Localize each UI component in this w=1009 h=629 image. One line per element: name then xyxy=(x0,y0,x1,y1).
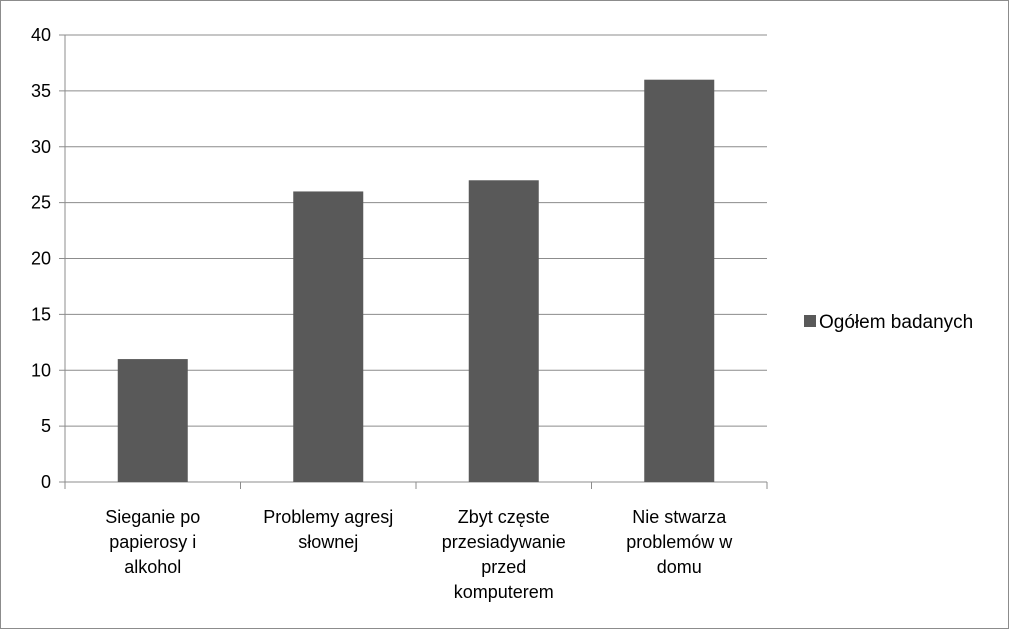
x-category-label-0-line-1: papierosy i xyxy=(109,532,196,552)
legend-label: Ogółem badanych xyxy=(819,312,973,333)
bar-3 xyxy=(644,79,715,482)
x-category-label-2-line-3: komputerem xyxy=(454,582,554,602)
y-tick-label-10: 10 xyxy=(31,360,51,380)
x-category-label-0-line-0: Sieganie po xyxy=(105,507,200,527)
x-category-label-1-line-1: słownej xyxy=(298,532,358,552)
x-category-label-3-line-1: problemów w xyxy=(626,532,733,552)
x-category-label-2-line-1: przesiadywanie xyxy=(442,532,566,552)
x-category-label-3-line-0: Nie stwarza xyxy=(632,507,727,527)
y-tick-label-20: 20 xyxy=(31,249,51,269)
x-category-label-0-line-2: alkohol xyxy=(124,557,181,577)
y-tick-label-15: 15 xyxy=(31,304,51,324)
bar-0 xyxy=(117,359,188,482)
x-category-label-2-line-2: przed xyxy=(481,557,526,577)
y-tick-label-0: 0 xyxy=(41,472,51,492)
y-tick-label-5: 5 xyxy=(41,416,51,436)
bar-1 xyxy=(293,191,364,482)
bar-2 xyxy=(468,180,539,482)
legend-swatch xyxy=(804,315,816,327)
x-category-label-1-line-0: Problemy agresj xyxy=(263,507,393,527)
x-category-label-3-line-2: domu xyxy=(657,557,702,577)
y-tick-label-30: 30 xyxy=(31,137,51,157)
y-tick-label-35: 35 xyxy=(31,81,51,101)
y-tick-label-25: 25 xyxy=(31,193,51,213)
x-category-label-2-line-0: Zbyt częste xyxy=(458,507,550,527)
y-tick-label-40: 40 xyxy=(31,25,51,45)
